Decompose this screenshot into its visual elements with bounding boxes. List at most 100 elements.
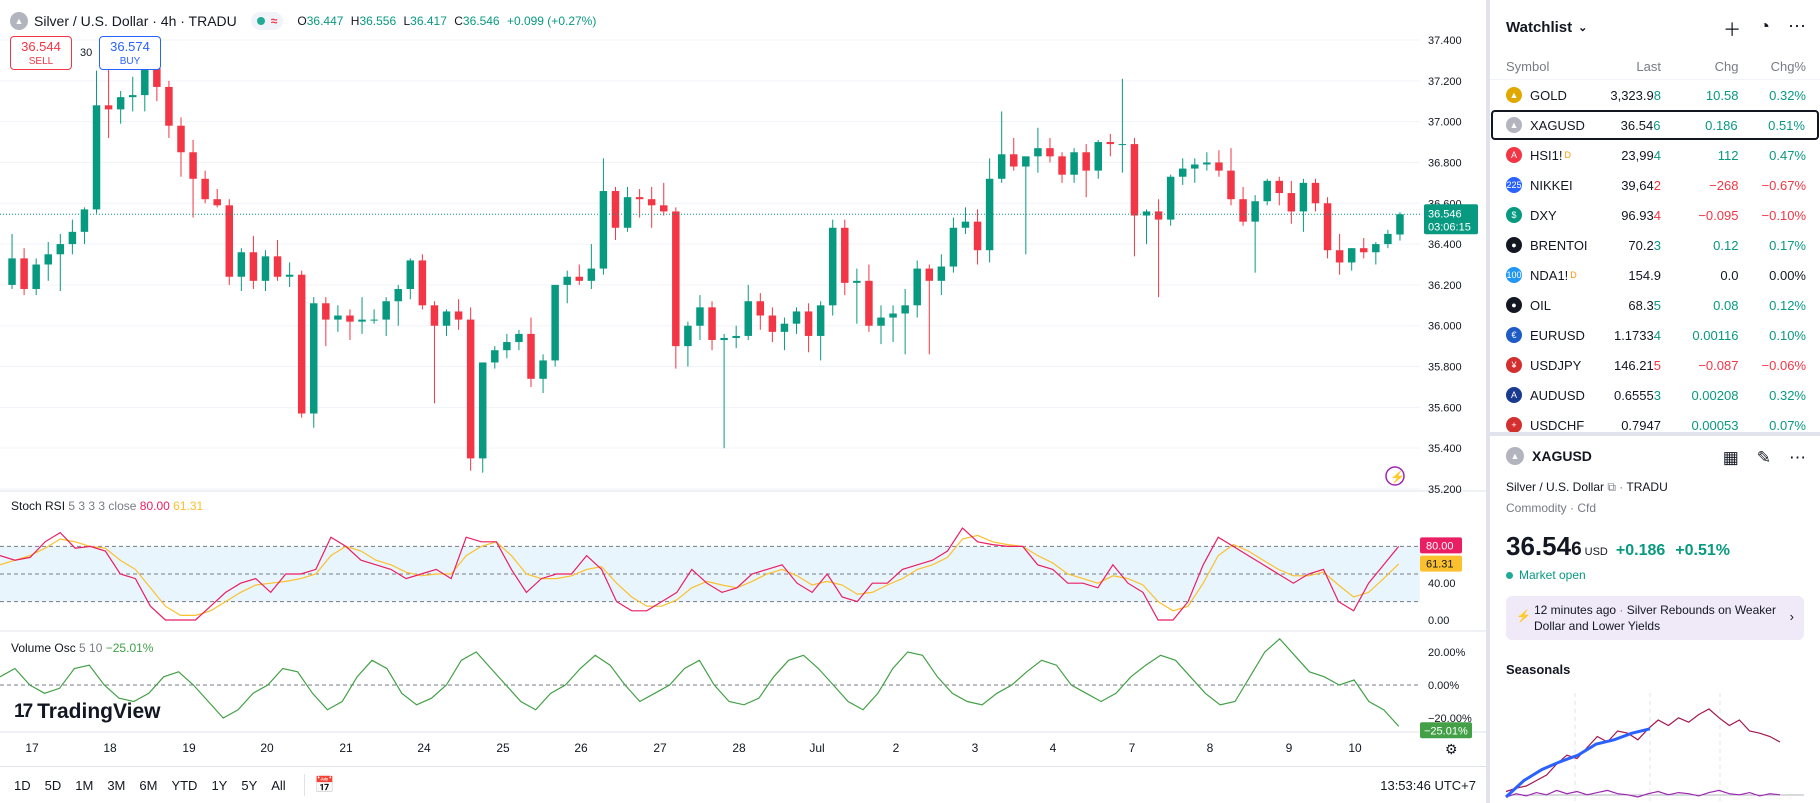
column-symbol[interactable]: Symbol [1506,59,1550,74]
seasonals-line-purple [1505,789,1781,798]
stoch-rsi-legend[interactable]: Stoch RSI 5 3 3 3 close 80.00 61.31 [11,499,203,513]
watchlist-chg: 0.0 [1720,267,1739,283]
watchlist-last-main: 39,64 [1621,177,1654,193]
chart-canvas[interactable]: 37.40037.20037.00036.80036.60036.40036.2… [0,0,1486,766]
candle-body [853,280,861,283]
range-1d-button[interactable]: 1D [14,777,31,793]
more-options-icon[interactable]: ⋯ [1788,16,1806,36]
range-ytd-button[interactable]: YTD [171,777,198,793]
details-price-main: 36.54 [1506,531,1572,561]
details-name[interactable]: Silver / U.S. Dollar [1506,480,1605,494]
volume-osc-name: Volume Osc [11,641,76,655]
candle-body [527,333,535,379]
market-status-pill[interactable]: ≈ [250,12,284,30]
range-6m-button[interactable]: 6M [139,777,158,793]
time-axis-label: 21 [339,741,353,755]
tradingview-logo[interactable]: 17 TradingView [14,700,160,724]
more-options-icon[interactable]: ⋯ [1789,448,1806,467]
countdown-label: 03:06:15 [1428,221,1471,233]
watchlist-symbol-cell: ▲ GOLD [1506,87,1605,103]
advanced-view-icon[interactable]: ◔ [1759,16,1770,36]
stoch-d-value: 61.31 [173,499,204,513]
details-symbol[interactable]: XAGUSD [1532,448,1592,464]
candle-body [104,105,113,110]
edit-note-icon[interactable]: ✎ [1756,448,1771,467]
buy-button[interactable]: 36.574 BUY [99,36,161,70]
candle-body [80,209,89,232]
candle-body [44,254,52,265]
price-axis-label: 36.800 [1428,157,1462,169]
volume-osc-axis-label: −20.00% [1428,713,1472,725]
news-item[interactable]: ⚡ 12 minutes ago · Silver Rebounds on We… [1506,596,1804,640]
sell-button[interactable]: 36.544 SELL [10,36,72,70]
tradingview-logo-text: TradingView [37,700,161,723]
range-1y-button[interactable]: 1Y [211,777,228,793]
candle-body [1299,182,1308,212]
add-symbol-icon[interactable]: ＋ [1723,20,1742,40]
market-status: Market open [1490,568,1820,582]
range-3m-button[interactable]: 3M [107,777,126,793]
details-header: ▲ XAGUSD ▦ ✎ ⋯ [1490,432,1820,476]
open-label: O [297,14,307,28]
candle-body [1347,248,1356,263]
symbol-legend[interactable]: ▲ Silver / U.S. Dollar · 4h · TRADU ≈ O3… [10,10,600,32]
watchlist-row-nikkei[interactable]: 225 NIKKEI 39,642 −268 −0.67% [1490,170,1820,200]
external-link-icon[interactable]: ⧉ [1607,480,1616,494]
candle-body [563,276,571,285]
watchlist-last: 0.65553 [1605,388,1661,403]
candle-body [744,301,752,336]
watchlist-last-main: 36.54 [1620,117,1654,133]
lightning-circle-icon [1385,466,1405,486]
news-time: 12 minutes ago [1534,603,1617,617]
candle-body [92,105,101,210]
watchlist-last: 39,642 [1605,178,1661,193]
column-chg-percent[interactable]: Chg% [1770,59,1806,74]
candle-body [672,211,680,347]
symbol-title[interactable]: Silver / U.S. Dollar · 4h · TRADU [34,13,237,29]
volume-osc-line [0,637,1400,727]
candle-body [792,311,801,324]
watchlist-row-brentoi[interactable]: ● BRENTOI 70.23 0.12 0.17% [1490,230,1820,260]
chevron-down-icon[interactable]: ⌄ [1578,21,1588,34]
chart-panel[interactable]: 37.400 37.200 37.000 36.800 36.600 36.400 36.2… [0,0,1486,803]
watchlist-row-usdchf[interactable]: + USDCHF 0.7947 0.00053 0.07% [1490,410,1820,432]
layout-grid-icon[interactable]: ▦ [1722,448,1739,467]
candle-body [1215,162,1223,171]
watchlist-last: 23,994 [1605,148,1661,163]
watchlist-row-dxy[interactable]: $ DXY 96.934 −0.095 −0.10% [1490,200,1820,230]
market-open-dot-icon [256,17,265,25]
range-5d-button[interactable]: 5D [44,777,62,793]
right-sidebar: Watchlist ⌄ ＋ ◔ ⋯ Symbol Last Chg Chg% ▲… [1490,0,1820,803]
candle-body [1287,193,1296,212]
candle-body [1070,152,1078,175]
watchlist-row-eurusd[interactable]: € EURUSD 1.17334 0.00116 0.10% [1490,320,1820,350]
watchlist-row-nda1[interactable]: 100 NDA1! D 154.9 0.0 0.00% [1490,260,1820,290]
column-chg[interactable]: Chg [1714,59,1739,74]
watchlist-row-xagusd[interactable]: ▲ XAGUSD 36.546 0.186 0.51% [1491,110,1819,140]
gold-icon: ▲ [1506,87,1522,103]
watchlist-row-audusd[interactable]: A AUDUSD 0.65553 0.00208 0.32% [1490,380,1820,410]
watchlist-chg: 112 [1717,147,1739,163]
volume-osc-legend[interactable]: Volume Osc 5 10 −25.01% [11,641,153,655]
time-axis-label: 28 [732,741,746,755]
column-last[interactable]: Last [1636,59,1661,74]
seasonals-chart[interactable] [1490,693,1820,803]
watchlist-row-oil[interactable]: ● OIL 68.35 0.08 0.12% [1490,290,1820,320]
watchlist-row-hsi1[interactable]: A HSI1! D 23,994 112 0.47% [1490,140,1820,170]
lightning-icon: ⚡ [1516,609,1531,623]
watchlist-last-main: 1.1733 [1613,327,1654,343]
range-all-button[interactable]: All [271,777,286,793]
watchlist-chg-percent: −0.10% [1761,207,1806,223]
price-axis-label: 36.000 [1428,321,1462,333]
range-5y-button[interactable]: 5Y [241,777,258,793]
candle-body [1046,148,1054,157]
watchlist-row-gold[interactable]: ▲ GOLD 3,323.98 10.58 0.32% [1490,80,1820,110]
date-range-icon[interactable]: 📅 [314,777,335,794]
clock-timezone[interactable]: 13:53:46 UTC+7 [1380,778,1476,793]
watchlist-title[interactable]: Watchlist [1506,18,1573,36]
range-1m-button[interactable]: 1M [75,777,94,793]
high-value: 36.556 [359,14,397,28]
watchlist-chg-percent: 0.10% [1769,327,1806,343]
watchlist-row-usdjpy[interactable]: ¥ USDJPY 146.215 −0.087 −0.06% [1490,350,1820,380]
seasonals-title[interactable]: Seasonals [1506,662,1571,677]
